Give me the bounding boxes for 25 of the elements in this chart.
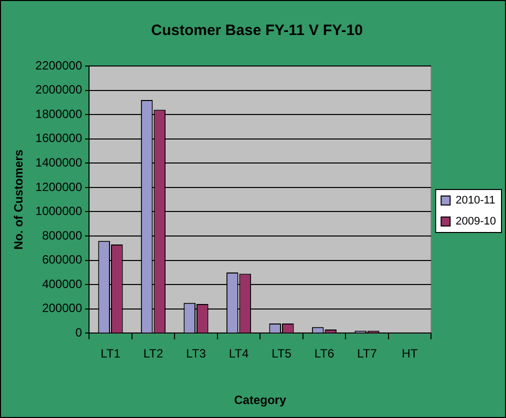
y-tick-label: 1000000 (35, 204, 82, 218)
chart-title: Customer Base FY-11 V FY-10 (151, 22, 363, 40)
legend-label: 2010-11 (456, 194, 496, 207)
x-tick-label: LT2 (143, 346, 164, 361)
x-tick-label: LT4 (228, 346, 249, 361)
y-tick-label: 2000000 (35, 82, 82, 97)
y-tick-label: 800000 (42, 228, 82, 242)
x-axis-title: Category (234, 393, 286, 408)
y-tick-label: 0 (75, 326, 82, 340)
x-tick-label: LT7 (357, 346, 378, 361)
x-tick-label: LT6 (314, 346, 334, 361)
x-tick-label: HT (402, 346, 418, 361)
y-tick-label: 1200000 (35, 180, 82, 194)
y-tick-label: 600000 (42, 252, 82, 267)
y-tick-label: 400000 (42, 276, 82, 291)
y-tick-label: 1400000 (35, 155, 82, 170)
y-tick-label: 2200000 (35, 58, 82, 72)
x-tick-label: LT5 (272, 346, 292, 361)
y-tick-label: 200000 (42, 301, 82, 316)
x-tick-label: LT3 (186, 346, 206, 361)
y-axis-title: No. of Customers (12, 149, 26, 250)
y-tick-label: 1800000 (35, 106, 82, 121)
y-tick-label: 1600000 (35, 131, 82, 146)
x-tick-label: LT1 (100, 346, 121, 361)
legend-label: 2009-10 (456, 216, 496, 228)
